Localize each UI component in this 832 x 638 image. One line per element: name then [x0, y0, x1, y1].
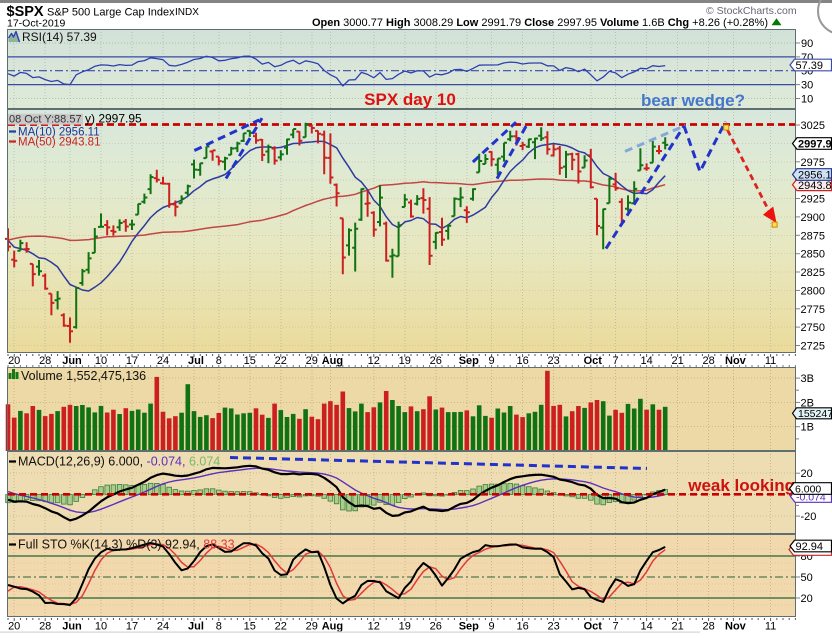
- svg-text:28: 28: [702, 355, 714, 367]
- svg-text:Nov: Nov: [725, 355, 747, 367]
- svg-text:22: 22: [275, 355, 287, 367]
- svg-text:MA(50) 2943.81: MA(50) 2943.81: [18, 137, 100, 149]
- svg-text:10: 10: [95, 621, 107, 633]
- svg-text:92.94: 92.94: [796, 541, 824, 553]
- svg-text:21: 21: [671, 355, 683, 367]
- svg-text:20: 20: [8, 355, 20, 367]
- svg-text:12: 12: [368, 355, 380, 367]
- svg-text:-20: -20: [801, 511, 817, 523]
- svg-text:28: 28: [702, 621, 714, 633]
- svg-text:Open 3000.77 High 3008.29 Low: Open 3000.77 High 3008.29 Low 2991.79 Cl…: [312, 17, 768, 29]
- svg-text:Sep: Sep: [459, 621, 479, 633]
- svg-text:26: 26: [430, 621, 442, 633]
- svg-text:57.39: 57.39: [796, 60, 824, 72]
- svg-text:15: 15: [244, 355, 256, 367]
- svg-text:14: 14: [640, 355, 652, 367]
- svg-text:Volume 1,552,475,136: Volume 1,552,475,136: [21, 369, 146, 383]
- svg-text:17: 17: [126, 621, 138, 633]
- svg-text:9: 9: [489, 621, 495, 633]
- svg-text:8: 8: [216, 355, 222, 367]
- svg-text:2956.1: 2956.1: [798, 170, 832, 182]
- svg-text:Aug: Aug: [322, 621, 343, 633]
- svg-text:Full STO %K(14,3) %D(3) 92.94,: Full STO %K(14,3) %D(3) 92.94, 88.33: [18, 538, 235, 552]
- svg-text:weak looking: weak looking: [687, 476, 795, 495]
- svg-text:2825: 2825: [801, 267, 825, 279]
- svg-text:3B: 3B: [801, 373, 814, 385]
- svg-text:7: 7: [613, 355, 619, 367]
- svg-text:$SPX: $SPX: [7, 4, 44, 20]
- svg-text:10: 10: [95, 355, 107, 367]
- svg-text:22: 22: [275, 621, 287, 633]
- svg-text:19: 19: [399, 355, 411, 367]
- svg-text:Sep: Sep: [459, 355, 479, 367]
- svg-text:INDX: INDX: [175, 7, 199, 18]
- svg-text:2725: 2725: [801, 341, 825, 353]
- svg-text:11: 11: [765, 355, 776, 367]
- svg-text:Jul: Jul: [188, 355, 204, 367]
- svg-text:23: 23: [547, 355, 559, 367]
- svg-text:Jul: Jul: [188, 621, 204, 633]
- svg-text:2750: 2750: [801, 322, 825, 334]
- svg-text:14: 14: [640, 621, 652, 633]
- svg-text:9: 9: [489, 355, 495, 367]
- svg-text:16: 16: [516, 355, 528, 367]
- svg-text:24: 24: [157, 621, 169, 633]
- svg-text:RSI(14) 57.39: RSI(14) 57.39: [22, 30, 97, 44]
- svg-text:20: 20: [801, 593, 813, 605]
- svg-text:2975: 2975: [801, 157, 825, 169]
- svg-text:1B: 1B: [801, 422, 814, 434]
- svg-text:3025: 3025: [801, 120, 825, 132]
- svg-text:23: 23: [547, 621, 559, 633]
- svg-text:29: 29: [306, 355, 318, 367]
- svg-text:6.000: 6.000: [795, 483, 821, 495]
- svg-text:15: 15: [244, 621, 256, 633]
- svg-text:bear wedge?: bear wedge?: [641, 91, 745, 110]
- svg-text:50: 50: [801, 572, 813, 584]
- svg-text:2875: 2875: [801, 230, 825, 242]
- svg-text:29: 29: [306, 621, 318, 633]
- svg-text:30: 30: [801, 80, 813, 92]
- svg-text:17-Oct-2019: 17-Oct-2019: [7, 18, 66, 30]
- svg-text:Oct: Oct: [584, 621, 603, 633]
- svg-text:2850: 2850: [801, 249, 825, 261]
- svg-text:2B: 2B: [801, 397, 814, 409]
- svg-text:12: 12: [368, 621, 380, 633]
- svg-text:© StockCharts.com: © StockCharts.com: [706, 5, 797, 17]
- svg-text:8: 8: [216, 621, 222, 633]
- svg-text:21: 21: [671, 621, 683, 633]
- svg-text:S&P 500 Large Cap Index: S&P 500 Large Cap Index: [47, 7, 175, 19]
- svg-text:2925: 2925: [801, 194, 825, 206]
- svg-text:Jun: Jun: [62, 355, 82, 367]
- svg-text:7: 7: [613, 621, 619, 633]
- svg-text:26: 26: [430, 355, 442, 367]
- svg-text:MACD(12,26,9) 6.000, -0.074, 6: MACD(12,26,9) 6.000, -0.074, 6.074: [18, 455, 220, 469]
- svg-text:20: 20: [801, 468, 813, 480]
- svg-text:2775: 2775: [801, 304, 825, 316]
- svg-text:16: 16: [516, 621, 528, 633]
- svg-text:Aug: Aug: [322, 355, 343, 367]
- svg-text:Jun: Jun: [62, 621, 82, 633]
- svg-text:155247513: 155247513: [798, 408, 832, 420]
- svg-text:2997.9: 2997.9: [798, 139, 832, 151]
- svg-text:2943.8: 2943.8: [798, 180, 832, 192]
- svg-text:17: 17: [126, 355, 138, 367]
- svg-text:11: 11: [765, 621, 776, 633]
- svg-text:y) 2997.95: y) 2997.95: [85, 112, 142, 126]
- svg-text:08 Oct Y:88.57: 08 Oct Y:88.57: [9, 113, 82, 125]
- svg-text:20: 20: [8, 621, 20, 633]
- svg-text:24: 24: [157, 355, 169, 367]
- svg-text:10: 10: [801, 94, 813, 106]
- svg-text:Nov: Nov: [725, 621, 747, 633]
- svg-text:MA(10) 2956.11: MA(10) 2956.11: [18, 127, 100, 139]
- svg-text:19: 19: [399, 621, 411, 633]
- svg-text:Oct: Oct: [584, 355, 603, 367]
- svg-text:28: 28: [39, 355, 51, 367]
- svg-text:28: 28: [39, 621, 51, 633]
- svg-text:2800: 2800: [801, 285, 825, 297]
- svg-text:2900: 2900: [801, 212, 825, 224]
- svg-text:SPX day 10: SPX day 10: [364, 90, 456, 109]
- svg-text:90: 90: [801, 38, 813, 50]
